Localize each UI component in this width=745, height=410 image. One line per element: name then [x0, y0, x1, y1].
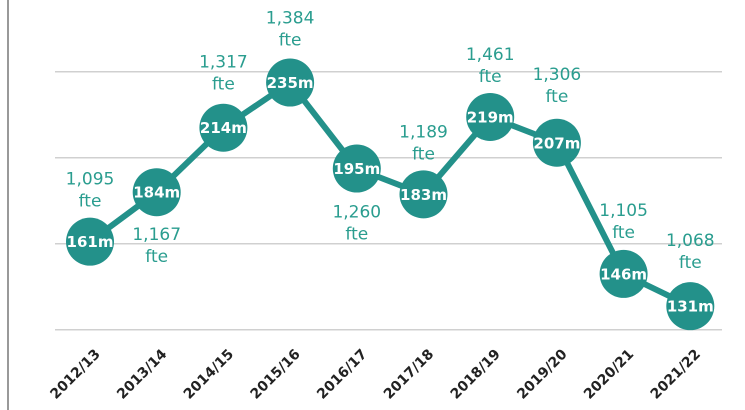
marker	[266, 58, 315, 107]
marker	[332, 144, 381, 193]
annotation: 1,384	[266, 9, 315, 29]
marker	[132, 168, 181, 217]
x-tick-label: 2012/13	[47, 346, 103, 402]
line	[88, 78, 692, 309]
annotation: 1,260	[332, 203, 381, 223]
x-tick-label: 2021/22	[648, 346, 704, 402]
annotation: fte	[145, 247, 168, 267]
value-label: 131m	[667, 298, 714, 316]
marker	[532, 118, 581, 167]
value-label: 219m	[467, 108, 514, 126]
marker	[199, 103, 248, 152]
x-tick-label: 2017/18	[381, 346, 437, 402]
annotation: fte	[345, 225, 368, 245]
x-tick-label: 2014/15	[181, 346, 237, 402]
annotation: fte	[679, 253, 702, 273]
x-tick-label: 2015/16	[247, 346, 303, 402]
x-tick-label: 2016/17	[314, 346, 370, 402]
annotation: fte	[612, 223, 635, 243]
value-label: 184m	[133, 184, 180, 202]
value-label: 183m	[400, 186, 447, 204]
annotation: 1,095	[66, 170, 115, 190]
marker	[466, 92, 515, 141]
annotation: 1,317	[199, 53, 248, 73]
marker	[666, 282, 715, 331]
annotation: 1,461	[466, 45, 515, 65]
value-label: 146m	[600, 265, 647, 283]
annotation: fte	[212, 75, 235, 95]
annotation: 1,105	[599, 201, 648, 221]
value-label: 207m	[533, 134, 580, 152]
annotation: 1,167	[132, 225, 181, 245]
value-label: 214m	[200, 119, 247, 137]
x-tick-label: 2020/21	[581, 346, 637, 402]
annotation: fte	[545, 87, 568, 107]
x-tick-label: 2019/20	[514, 346, 570, 402]
marker	[599, 249, 648, 298]
x-tick-label: 2018/19	[448, 346, 504, 402]
annotation: fte	[412, 144, 435, 164]
value-label: 235m	[267, 74, 314, 92]
annotation: fte	[479, 67, 502, 87]
annotation: 1,189	[399, 122, 448, 142]
annotation: 1,068	[666, 231, 715, 251]
annotation: fte	[79, 192, 102, 212]
value-label: 195m	[333, 160, 380, 178]
marker	[66, 217, 114, 266]
value-label: 161m	[67, 233, 114, 251]
x-tick-label: 2013/14	[114, 346, 170, 402]
annotation: 1,306	[533, 65, 582, 85]
marker	[399, 170, 448, 219]
annotation: fte	[279, 31, 302, 51]
